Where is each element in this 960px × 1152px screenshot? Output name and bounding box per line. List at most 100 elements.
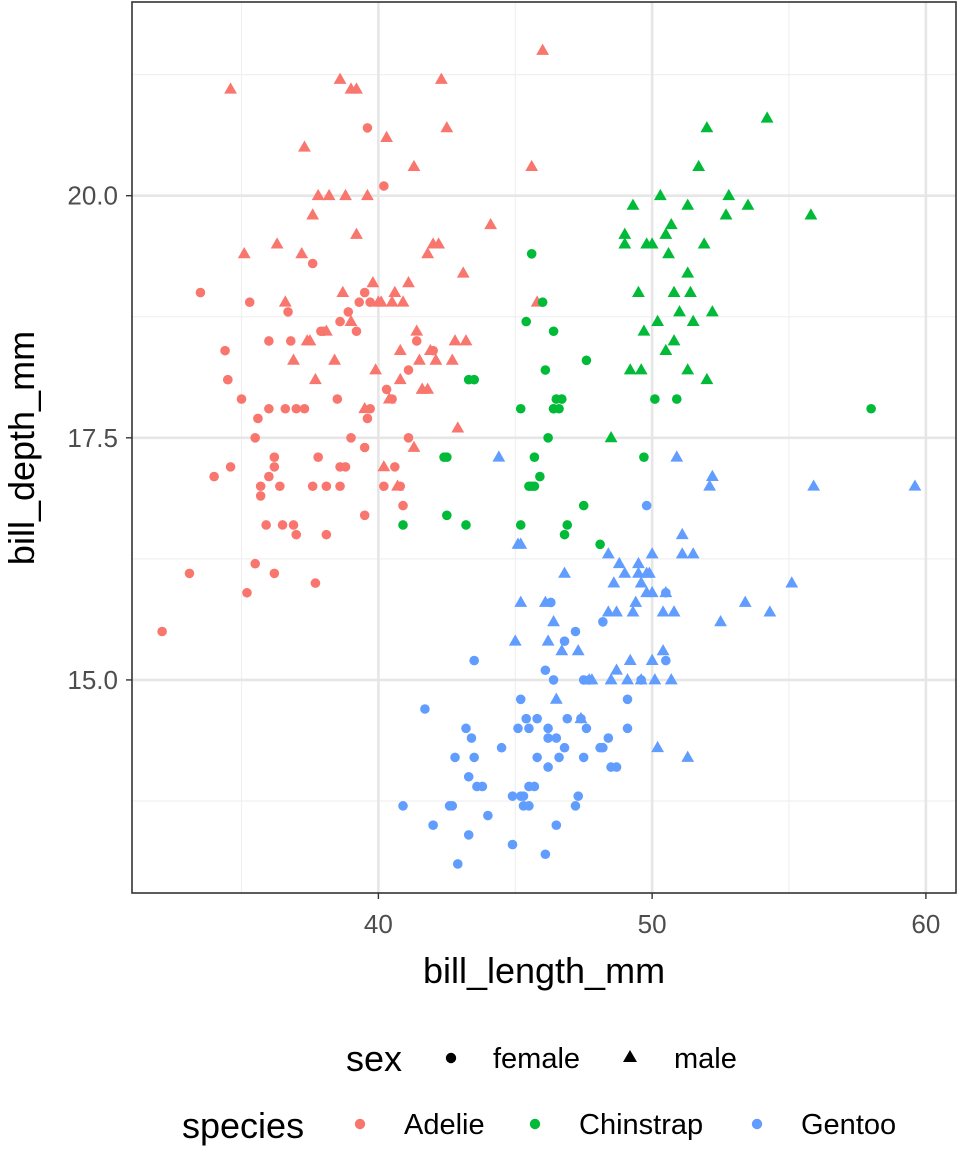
chinstrap-female-point bbox=[562, 520, 573, 530]
adelie-female-point bbox=[365, 297, 375, 308]
gentoo-female-point bbox=[581, 723, 592, 734]
gentoo-male-point bbox=[623, 653, 637, 665]
adelie-male-point bbox=[536, 43, 550, 55]
gentoo-male-point bbox=[648, 673, 662, 685]
chinstrap-male-point bbox=[659, 227, 673, 239]
gentoo-male-point bbox=[645, 547, 659, 559]
legend-adelie-label: Adelie bbox=[404, 1109, 485, 1141]
adelie-female-point bbox=[307, 258, 318, 269]
adelie-female-point bbox=[209, 471, 219, 482]
chinstrap-male-point bbox=[667, 285, 681, 297]
adelie-male-point bbox=[451, 421, 465, 433]
gentoo-male-point bbox=[634, 576, 648, 588]
gentoo-male-point bbox=[656, 605, 670, 617]
adelie-male-point bbox=[369, 363, 383, 375]
chinstrap-male-point bbox=[686, 314, 700, 326]
chinstrap-female-point bbox=[515, 520, 526, 530]
gentoo-female-point bbox=[540, 849, 551, 860]
gentoo-male-point bbox=[785, 576, 799, 588]
chinstrap-male-point bbox=[618, 237, 632, 249]
adelie-male-point bbox=[270, 237, 284, 249]
gentoo-female-point bbox=[551, 733, 562, 743]
chinstrap-male-point bbox=[653, 188, 667, 201]
chinstrap-male-point bbox=[673, 305, 686, 317]
adelie-male-point bbox=[396, 295, 410, 307]
gentoo-female-point bbox=[622, 723, 633, 734]
adelie-female-point bbox=[269, 462, 280, 472]
gentoo-male-point bbox=[618, 566, 632, 578]
chinstrap-male-point bbox=[692, 159, 706, 172]
chinstrap-female-point bbox=[526, 481, 537, 492]
legend-male-label: male bbox=[674, 1043, 737, 1075]
chinstrap-female-point bbox=[526, 249, 537, 259]
adelie-male-point bbox=[377, 460, 391, 472]
legend-species-title: species bbox=[182, 1105, 304, 1146]
adelie-female-point bbox=[157, 626, 167, 637]
adelie-female-point bbox=[307, 481, 318, 492]
gentoo-female-point bbox=[641, 500, 652, 511]
adelie-female-point bbox=[291, 529, 302, 540]
chinstrap-female-point bbox=[529, 452, 540, 462]
adelie-male-point bbox=[295, 247, 309, 259]
chinstrap-male-point bbox=[623, 363, 637, 375]
adelie-female-point bbox=[359, 510, 370, 521]
adelie-female-point bbox=[379, 181, 389, 191]
gentoo-male-point bbox=[675, 527, 689, 540]
adelie-male-point bbox=[407, 159, 421, 172]
gentoo-male-point bbox=[601, 547, 615, 559]
adelie-female-point bbox=[346, 433, 356, 443]
adelie-male-point bbox=[410, 324, 424, 336]
chinstrap-male-point bbox=[681, 363, 695, 375]
adelie-female-point bbox=[321, 481, 332, 492]
adelie-male-point bbox=[366, 276, 380, 288]
chinstrap-male-point bbox=[659, 343, 673, 356]
y-tick-label: 20.0 bbox=[67, 181, 118, 211]
gentoo-female-point bbox=[603, 733, 614, 743]
adelie-female-point bbox=[280, 403, 291, 414]
adelie-female-point bbox=[351, 326, 362, 337]
adelie-female-point bbox=[321, 529, 332, 540]
adelie-male-point bbox=[445, 353, 459, 365]
gentoo-female-point bbox=[661, 655, 671, 666]
gentoo-male-point bbox=[571, 644, 585, 656]
chinstrap-male-point bbox=[705, 305, 719, 317]
chinstrap-female-point bbox=[543, 433, 553, 443]
adelie-female-point bbox=[255, 481, 266, 492]
gentoo-female-point bbox=[428, 820, 438, 831]
gentoo-male-point bbox=[538, 595, 552, 607]
gentoo-female-point bbox=[513, 723, 523, 734]
gentoo-female-point bbox=[559, 636, 570, 646]
adelie-male-point bbox=[382, 392, 396, 404]
adelie-female-point bbox=[381, 384, 392, 395]
gentoo-male-point bbox=[705, 469, 719, 481]
legend-gentoo-key bbox=[751, 1118, 763, 1130]
adelie-male-point bbox=[525, 159, 539, 172]
adelie-male-point bbox=[413, 353, 426, 365]
gentoo-male-point bbox=[645, 653, 659, 665]
adelie-female-point bbox=[398, 500, 408, 511]
chinstrap-male-point bbox=[722, 188, 736, 201]
adelie-female-point bbox=[225, 462, 236, 472]
adelie-female-point bbox=[340, 462, 351, 472]
chinstrap-female-point bbox=[548, 403, 559, 414]
adelie-male-point bbox=[421, 247, 435, 259]
chinstrap-male-point bbox=[697, 237, 711, 249]
adelie-female-point bbox=[264, 336, 274, 346]
gentoo-female-point bbox=[598, 617, 608, 627]
gentoo-male-point bbox=[621, 673, 634, 685]
gentoo-female-point bbox=[562, 713, 573, 724]
gentoo-male-point bbox=[681, 750, 695, 762]
gentoo-male-point bbox=[612, 556, 626, 569]
gentoo-female-point bbox=[507, 791, 518, 801]
gentoo-female-point bbox=[532, 713, 542, 724]
data-points bbox=[157, 43, 922, 869]
adelie-female-point bbox=[269, 568, 280, 579]
adelie-female-point bbox=[223, 374, 233, 385]
adelie-male-point bbox=[350, 82, 363, 94]
gentoo-female-point bbox=[543, 733, 553, 743]
plot-grid bbox=[132, 2, 956, 893]
adelie-male-point bbox=[344, 314, 358, 326]
gentoo-male-point bbox=[555, 644, 569, 656]
gentoo-male-point bbox=[514, 595, 528, 607]
